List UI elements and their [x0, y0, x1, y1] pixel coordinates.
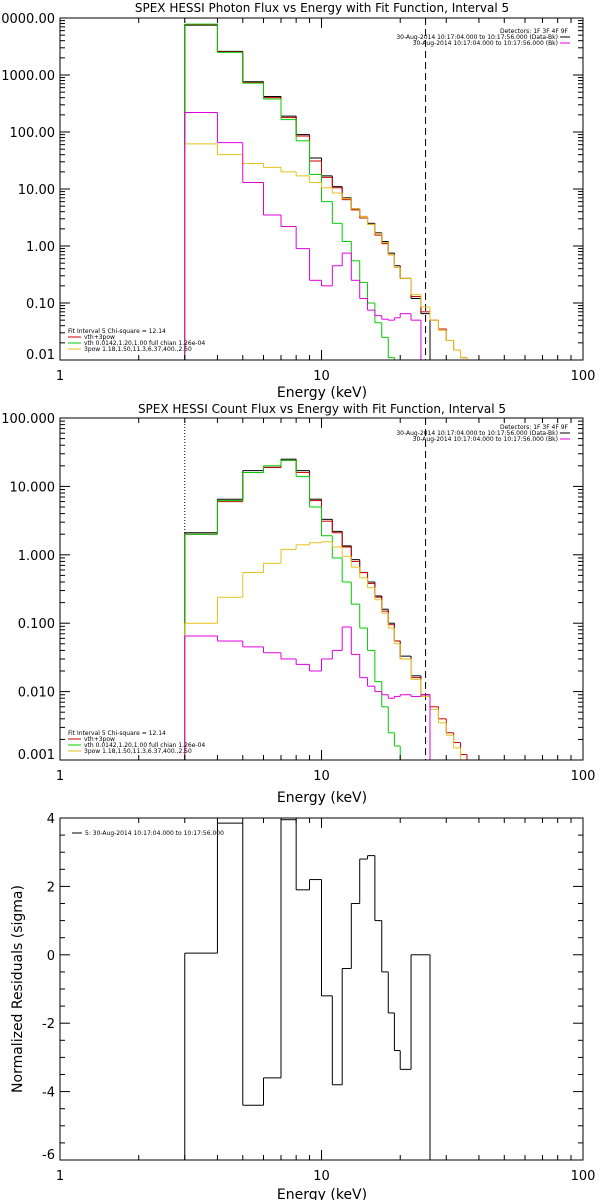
legend-3pow-text: 3pow 1.18,1.50,11.3,6.37,400.,2.50: [84, 346, 192, 353]
legend-3pow-text: 3pow 1.18,1.50,11.3,6.37,400.,2.50: [84, 748, 192, 755]
detectors-text: Detectors: 1F 3F 4F 9F: [500, 424, 569, 431]
photon-flux-panel: SPEX HESSI Photon Flux vs Energy with Fi…: [0, 1, 595, 401]
y-tick-label: 1.000: [18, 549, 55, 564]
x-tick-label: 100: [571, 369, 596, 384]
series-bkg: [184, 111, 422, 360]
y-tick-label: -6: [42, 1148, 55, 1163]
series-total: [184, 23, 468, 360]
y-tick-label: 0.010: [18, 686, 55, 701]
series-3pow: [184, 541, 467, 760]
x-tick-label: 100: [571, 1169, 596, 1184]
y-tick-label: 0.001: [18, 748, 55, 763]
y-tick-label: 10.00: [18, 183, 55, 198]
y-tick-label: 100.00: [10, 126, 56, 141]
count-flux-axes: 1 10 100 100.000 10.000 1.000 0.100 0.010 0.001: [1, 412, 595, 784]
residuals-axes: 1 10 100 4 2 0 -2 -4 -6: [42, 812, 595, 1184]
interval-bk-text: 30-Aug-2014 10:17:04.000 to 10:17:56.000…: [413, 40, 558, 47]
y-tick-label: 1.00: [26, 240, 55, 255]
x-tick-label: 1: [56, 769, 64, 784]
plot-frame: [59, 417, 584, 761]
x-tick-label: 1: [56, 1169, 64, 1184]
detectors-text: Detectors: 1F 3F 4F 9F: [500, 28, 569, 35]
x-tick-label: 10: [313, 769, 330, 784]
chart-title: SPEX HESSI Photon Flux vs Energy with Fi…: [135, 1, 509, 15]
detector-header: Detectors: 1F 3F 4F 9F 30-Aug-2014 10:17…: [396, 28, 570, 47]
series-bkg: [184, 626, 431, 760]
y-tick-label: -4: [42, 1086, 55, 1101]
interval-data-bk-text: 30-Aug-2014 10:17:04.000 to 10:17:56.000…: [396, 430, 558, 437]
x-axis-label: Energy (keV): [277, 790, 367, 806]
residuals-panel: 1 10 100 4 2 0 -2 -4 -6 Energy (keV) Normalized …: [10, 812, 595, 1200]
fit-interval-text: Fit Interval 5 Chi-square = 12.14: [68, 730, 166, 737]
fit-legend: Fit Interval 5 Chi-square = 12.14 vth+3p…: [68, 730, 205, 755]
legend-residuals-text: 5: 30-Aug-2014 10:17:04.000 to 10:17:56.…: [85, 830, 224, 837]
y-tick-label: 1000.00: [1, 69, 55, 84]
legend-vth-text: vth 0.0142,1.20,1.00 full chian 1.26e-04: [84, 742, 205, 749]
series-data: [184, 24, 431, 360]
interval-data-bk-text: 30-Aug-2014 10:17:04.000 to 10:17:56.000…: [396, 34, 558, 41]
y-axis-label: Normalized Residuals (sigma): [10, 885, 26, 1093]
series-vth: [184, 459, 467, 760]
photon-flux-marks: [184, 18, 468, 360]
x-axis-label: Energy (keV): [277, 1187, 367, 1200]
residuals-legend: 5: 30-Aug-2014 10:17:04.000 to 10:17:56.…: [72, 830, 224, 837]
count-flux-marks: [184, 418, 468, 760]
y-tick-label: 0: [47, 949, 55, 964]
series-total: [184, 459, 468, 760]
y-tick-label: 0.100: [18, 617, 55, 632]
series-data: [184, 458, 431, 760]
y-tick-label: 10.000: [10, 480, 56, 495]
x-tick-label: 1: [56, 369, 64, 384]
count-flux-panel: SPEX HESSI Count Flux vs Energy with Fit…: [1, 402, 595, 806]
interval-bk-text: 30-Aug-2014 10:17:04.000 to 10:17:56.000…: [413, 436, 558, 443]
series-residuals: [184, 819, 431, 1160]
y-tick-label: 2: [47, 880, 55, 895]
fit-legend: Fit Interval 5 Chi-square = 12.14 vth+3p…: [68, 328, 205, 353]
x-tick-label: 10: [313, 1169, 330, 1184]
y-tick-label: 0.01: [26, 348, 55, 363]
y-tick-label: -2: [42, 1017, 55, 1032]
legend-total-text: vth+3pow: [84, 736, 115, 743]
residuals-marks: [184, 819, 431, 1160]
x-axis-label: Energy (keV): [277, 385, 367, 401]
detector-header: Detectors: 1F 3F 4F 9F 30-Aug-2014 10:17…: [396, 424, 570, 443]
chart-title: SPEX HESSI Count Flux vs Energy with Fit…: [138, 402, 506, 416]
series-vth: [184, 23, 467, 360]
legend-total-text: vth+3pow: [84, 334, 115, 341]
fit-interval-text: Fit Interval 5 Chi-square = 12.14: [68, 328, 166, 335]
y-tick-label: 0.10: [26, 297, 55, 312]
x-tick-label: 10: [313, 369, 330, 384]
y-tick-label: 4: [47, 812, 55, 827]
y-tick-label: 100.000: [1, 412, 55, 427]
x-tick-label: 100: [571, 769, 596, 784]
legend-vth-text: vth 0.0142,1.20,1.00 full chian 1.26e-04: [84, 340, 205, 347]
